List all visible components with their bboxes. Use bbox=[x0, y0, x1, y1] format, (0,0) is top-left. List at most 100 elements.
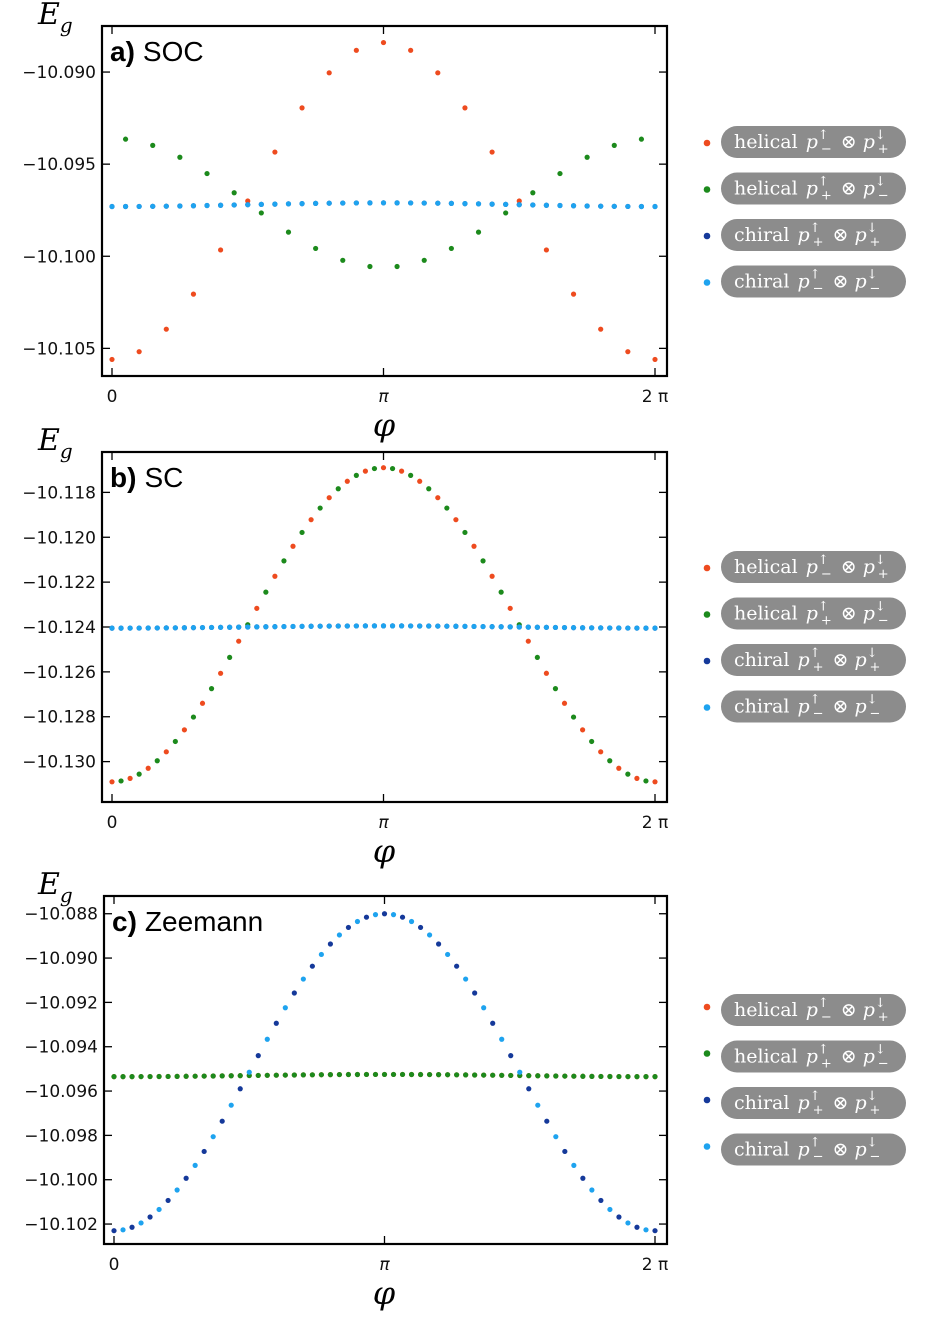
data-point bbox=[285, 229, 292, 235]
x-tick-label: π bbox=[379, 1255, 390, 1275]
legend-family: chiral bbox=[734, 1092, 795, 1114]
data-point bbox=[625, 1073, 631, 1080]
data-point bbox=[399, 468, 405, 474]
data-point bbox=[367, 263, 373, 270]
data-point bbox=[120, 1074, 126, 1080]
legend-base: p bbox=[854, 696, 866, 718]
data-point bbox=[580, 1175, 586, 1181]
y-tick-label: −10.095 bbox=[22, 155, 96, 175]
data-point bbox=[399, 1071, 406, 1078]
data-point bbox=[589, 738, 595, 745]
legend-marker bbox=[703, 139, 711, 147]
data-point bbox=[381, 1071, 388, 1078]
data-point bbox=[118, 778, 124, 784]
data-point bbox=[192, 1073, 198, 1079]
data-point bbox=[638, 136, 645, 142]
legend-sub: − bbox=[870, 282, 881, 297]
data-point bbox=[543, 624, 550, 630]
data-point bbox=[652, 1074, 658, 1080]
data-point bbox=[616, 625, 622, 631]
legend-sub: − bbox=[878, 1057, 889, 1072]
y-axis-label: Eg bbox=[37, 867, 73, 907]
legend-sub: − bbox=[813, 282, 824, 297]
data-point bbox=[245, 624, 251, 630]
data-point bbox=[372, 912, 379, 918]
data-point bbox=[281, 623, 287, 630]
data-point bbox=[534, 654, 540, 661]
data-point bbox=[535, 1073, 541, 1079]
data-point bbox=[300, 1072, 306, 1078]
data-point bbox=[345, 924, 352, 931]
data-point bbox=[136, 203, 142, 210]
data-point bbox=[136, 625, 142, 631]
legend-sub: − bbox=[821, 142, 832, 157]
data-point bbox=[444, 505, 450, 511]
y-tick-label: −10.105 bbox=[22, 339, 96, 359]
data-point bbox=[136, 349, 142, 355]
legend-family: helical bbox=[734, 1046, 804, 1068]
data-point bbox=[127, 625, 133, 631]
legend-marker bbox=[703, 186, 711, 193]
legend-marker bbox=[703, 279, 711, 286]
data-point bbox=[109, 625, 115, 631]
data-point bbox=[255, 1072, 261, 1079]
data-point bbox=[445, 1072, 451, 1078]
data-point bbox=[380, 623, 387, 629]
legend-base: p bbox=[863, 556, 875, 578]
data-point bbox=[507, 605, 513, 611]
data-point bbox=[354, 918, 361, 925]
legend-base: p bbox=[797, 1139, 809, 1161]
data-point bbox=[163, 203, 169, 209]
y-tick-label: −10.094 bbox=[24, 1038, 98, 1058]
legend-op: ⊗ bbox=[835, 999, 863, 1021]
data-point bbox=[336, 932, 343, 938]
data-point bbox=[264, 1036, 270, 1042]
data-point bbox=[570, 203, 577, 209]
data-point bbox=[309, 1072, 315, 1078]
data-point bbox=[462, 105, 468, 111]
legend-sup: ↑ bbox=[810, 693, 821, 708]
legend-entry-box bbox=[721, 219, 906, 251]
data-point bbox=[236, 638, 242, 644]
panel-title: c) Zeemann bbox=[112, 906, 263, 937]
data-point bbox=[263, 624, 269, 630]
legend-entry-label: helical p↑ + ⊗ p↓ − bbox=[734, 175, 889, 204]
data-point bbox=[462, 201, 468, 207]
data-point bbox=[327, 1072, 333, 1078]
data-point bbox=[138, 1220, 144, 1226]
data-point bbox=[561, 624, 568, 631]
data-point bbox=[611, 203, 617, 209]
chart-panel-1: −10.090 −10.095 −10.100 −10.105 0 π 2 π Eg φ a) SO… bbox=[22, 0, 906, 444]
data-point bbox=[530, 202, 536, 208]
y-tick-label: −10.122 bbox=[22, 573, 96, 593]
data-series-group bbox=[109, 39, 658, 363]
data-point bbox=[638, 203, 645, 210]
data-point bbox=[553, 1073, 559, 1079]
data-point bbox=[526, 1086, 532, 1092]
data-point bbox=[363, 914, 370, 920]
data-point bbox=[147, 1214, 153, 1220]
data-point bbox=[489, 201, 495, 207]
data-point bbox=[625, 349, 631, 355]
legend-family: helical bbox=[734, 131, 804, 153]
data-point bbox=[326, 200, 332, 206]
data-point bbox=[408, 472, 414, 478]
panel-title-text: Zeemann bbox=[145, 906, 263, 937]
data-point bbox=[417, 924, 424, 931]
data-point bbox=[499, 1072, 505, 1078]
data-point bbox=[652, 1228, 658, 1234]
data-point bbox=[417, 623, 423, 629]
legend-marker bbox=[703, 1096, 711, 1104]
legend-entry-box bbox=[721, 126, 906, 158]
data-point bbox=[231, 202, 237, 208]
data-point bbox=[580, 625, 586, 631]
panel-letter: b) bbox=[110, 462, 136, 493]
legend-entry-label: chiral p↑ − ⊗ p↓ − bbox=[734, 268, 880, 297]
legend-op: ⊗ bbox=[835, 178, 863, 200]
data-point bbox=[354, 1071, 361, 1078]
data-point bbox=[147, 1073, 153, 1080]
legend-sub: + bbox=[870, 660, 881, 675]
y-tick-label: −10.102 bbox=[24, 1215, 98, 1235]
y-tick-label: −10.096 bbox=[24, 1082, 98, 1102]
data-point bbox=[291, 990, 297, 996]
